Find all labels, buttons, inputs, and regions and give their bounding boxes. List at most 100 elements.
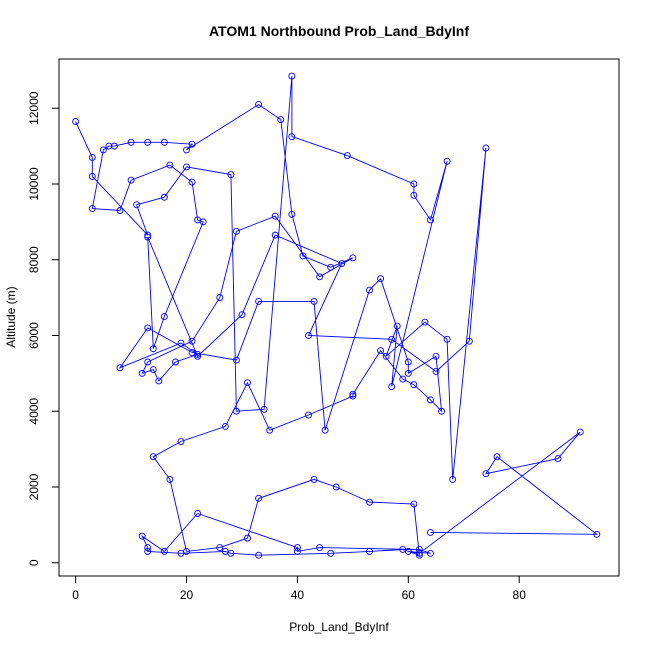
data-point [105,142,113,150]
data-point [99,146,107,154]
data-point [366,286,373,294]
data-point [349,390,357,398]
data-point [305,332,312,339]
data-point [410,381,418,389]
data-point [144,233,152,241]
data-point [238,311,246,319]
data-point [432,352,440,360]
data-point [149,366,157,374]
data-point [443,335,451,343]
data-point [188,349,196,356]
data-point [465,337,473,345]
data-point [116,364,124,372]
data-point [255,551,263,559]
data-point [349,392,357,400]
data-point [271,231,279,239]
data-point [288,72,296,80]
data-point [177,549,185,557]
data-point [183,146,190,154]
data-point [88,205,96,213]
data-point [271,212,279,220]
data-point [188,178,196,186]
data-point [144,324,152,332]
x-tick-label: 20 [180,588,194,602]
data-point [343,152,351,160]
data-point [232,407,240,415]
data-point [382,352,390,360]
data-point [288,210,296,218]
data-point [244,379,251,387]
data-point [144,544,152,552]
data-point [404,369,412,377]
data-point [144,547,152,555]
x-tick-label: 40 [291,588,305,602]
data-point [144,138,152,146]
data-point [144,231,152,239]
data-point [255,494,263,502]
chart-title: ATOM1 Northbound Prob_Land_BdyInf [209,23,469,39]
data-point [432,368,440,375]
data-point [232,227,240,235]
data-point [194,216,202,224]
x-tick-label: 80 [513,588,527,602]
data-point [183,163,190,171]
data-point [349,254,357,262]
x-axis: 0 20 40 60 80 [72,576,526,602]
data-point [155,377,163,385]
data-point [305,411,312,419]
data-point [399,375,407,383]
data-point [410,191,418,199]
data-point [221,547,229,555]
data-point [393,322,401,330]
data-point [177,339,185,347]
data-point [244,534,251,542]
data-point [410,180,418,188]
data-point [493,453,501,461]
data-point [194,352,202,360]
data-point [160,138,168,146]
data-point [427,216,434,224]
data-point [421,318,429,326]
y-axis-label: Altitude (m) [4,286,18,347]
data-point [449,475,457,483]
data-point [482,144,490,152]
plot-frame [58,58,620,577]
data-point [277,116,285,124]
data-point [554,455,562,463]
data-point [377,275,385,283]
data-point [160,547,168,555]
y-tick-label: 0 [27,559,41,566]
data-point [160,193,168,201]
data-point [388,383,396,391]
data-point [171,358,179,366]
data-point [310,475,318,483]
y-tick-label: 2000 [27,473,41,500]
data-point [221,422,229,430]
data-point [144,358,152,366]
data-point [133,201,141,209]
data-point [332,483,340,491]
data-point [388,335,396,343]
data-point [88,154,96,161]
data-point [227,171,235,178]
data-point [366,498,373,506]
data-point [216,294,224,302]
data-point [110,142,118,150]
data-point [327,549,335,557]
data-point [404,358,412,366]
data-point [160,313,168,321]
data-point [72,118,80,125]
data-point [260,405,268,413]
data-point [593,530,601,538]
data-point [127,138,135,146]
y-tick-label: 12000 [27,91,41,125]
data-point [576,428,584,436]
data-point [316,544,324,552]
data-point [216,544,224,552]
data-point [427,528,434,536]
data-point [377,347,385,355]
y-tick-label: 6000 [27,322,41,349]
data-point [177,438,185,445]
y-tick-label: 8000 [27,246,41,273]
data-point [366,547,373,555]
